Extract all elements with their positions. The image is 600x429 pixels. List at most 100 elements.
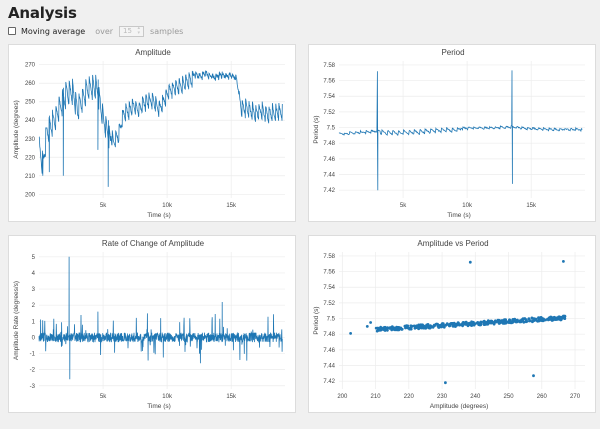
- samples-input[interactable]: 15 ▴ ▾: [119, 25, 145, 37]
- y-tick-label: 7.56: [323, 79, 335, 85]
- scatter-point: [554, 318, 558, 321]
- y-tick-label: 240: [25, 118, 36, 124]
- x-tick-label: 5k: [100, 394, 107, 400]
- x-tick-label: 220: [404, 394, 415, 400]
- scatter-point: [365, 325, 369, 328]
- moving-average-checkbox[interactable]: [8, 27, 16, 35]
- scatter-point: [552, 316, 556, 320]
- scatter-point: [482, 323, 486, 326]
- y-tick-label: 250: [25, 100, 36, 106]
- scatter-point: [466, 322, 470, 326]
- scatter-point: [542, 319, 546, 322]
- samples-value: 15: [123, 27, 132, 35]
- scatter-point: [539, 316, 543, 320]
- y-tick-label: 7.52: [323, 301, 335, 307]
- y-tick-label: 230: [25, 137, 36, 143]
- scatter-point: [417, 327, 420, 331]
- amplitude-vs-period-chart-panel: Amplitude vs Period 200 210 220 230 240 250 260…: [308, 235, 596, 413]
- series-line: [38, 256, 283, 380]
- scatter-point: [476, 321, 480, 325]
- y-tick-label: 7.52: [323, 110, 335, 116]
- y-tick-label: 7.42: [323, 379, 335, 385]
- scatter-point: [487, 320, 490, 324]
- y-tick-label: 7.46: [323, 157, 335, 163]
- scatter-point: [380, 328, 384, 331]
- scatter-point: [444, 381, 447, 385]
- y-tick-label: 7.42: [323, 188, 335, 194]
- chart-title: Amplitude: [135, 48, 171, 57]
- x-tick-label: 5k: [400, 203, 407, 209]
- series-line: [38, 70, 283, 187]
- scatter-point: [472, 323, 476, 327]
- y-tick-label: 7.5: [327, 126, 336, 132]
- scatter-point: [470, 320, 473, 324]
- scatter-point: [375, 329, 379, 333]
- scatter-point: [464, 320, 468, 324]
- over-label: over: [95, 26, 114, 36]
- scatter-point: [432, 324, 436, 328]
- scatter-point: [479, 323, 483, 327]
- y-axis-label: Amplitude Rate (degrees/s): [13, 281, 20, 360]
- x-tick-label: 270: [570, 394, 581, 400]
- scatter-point: [497, 322, 501, 325]
- y-axis-label: Amplitude (degrees): [13, 100, 20, 159]
- scatter-point: [390, 325, 394, 328]
- x-axis-label: Amplitude (degrees): [430, 403, 489, 410]
- scatter-point: [563, 317, 567, 320]
- x-tick-label: 5k: [100, 203, 107, 209]
- scatter-point: [349, 332, 352, 335]
- scatter-point: [451, 322, 454, 325]
- y-axis-label: Period (s): [313, 306, 320, 334]
- scatter-point: [429, 326, 432, 330]
- y-tick-label: 4: [32, 271, 36, 277]
- x-tick-label: 10k: [162, 394, 173, 400]
- y-tick-label: 5: [32, 255, 36, 261]
- period-chart-panel: Period 5k 10k 15k 7.42 7.44 7.46 7.48 7.5 7.52 7.5…: [308, 44, 596, 222]
- stepper-icon[interactable]: ▴ ▾: [137, 25, 141, 36]
- x-tick-label: 260: [537, 394, 548, 400]
- x-tick-label: 200: [337, 394, 348, 400]
- scatter-point: [400, 327, 404, 331]
- scatter-point: [491, 321, 494, 324]
- scatter-point: [494, 320, 497, 324]
- y-tick-label: 7.44: [323, 173, 335, 179]
- y-tick-label: 7.58: [323, 254, 335, 260]
- scatter-point: [558, 317, 562, 321]
- y-tick-label: 2: [32, 303, 36, 309]
- y-tick-label: 0: [32, 335, 36, 341]
- chart-svg: Amplitude vs Period 200 210 220 230 240 250 260…: [313, 239, 585, 410]
- x-tick-label: 10k: [462, 203, 473, 209]
- scatter-point: [469, 322, 473, 326]
- chart-title: Amplitude vs Period: [417, 239, 488, 248]
- chart-title: Period: [441, 48, 464, 57]
- y-tick-label: 7.56: [323, 270, 335, 276]
- amplitude-rate-chart-panel: Rate of Change of Amplitude 5k 10k 15k -3 -2 -…: [8, 235, 296, 413]
- y-tick-label: 3: [32, 287, 36, 293]
- scatter-point: [445, 322, 449, 325]
- scatter-point: [509, 320, 513, 324]
- chart-title: Rate of Change of Amplitude: [102, 239, 205, 248]
- scatter-point: [409, 325, 413, 329]
- x-tick-label: 240: [470, 394, 481, 400]
- y-tick-label: 7.44: [323, 364, 335, 370]
- scatter-point: [532, 374, 535, 378]
- y-tick-label: 7.48: [323, 332, 335, 338]
- samples-label: samples: [150, 26, 184, 36]
- scatter-point: [527, 317, 531, 321]
- x-tick-label: 210: [371, 394, 382, 400]
- scatter-point: [412, 324, 416, 328]
- scatter-point: [562, 260, 565, 263]
- scatter-point: [458, 323, 461, 327]
- page-title: Analysis: [8, 4, 77, 22]
- y-tick-label: 7.54: [323, 94, 335, 100]
- y-tick-label: -2: [30, 368, 36, 374]
- y-tick-label: -3: [30, 384, 36, 390]
- scatter-point: [516, 318, 519, 322]
- y-tick-label: 7.46: [323, 348, 335, 354]
- scatter-point: [383, 326, 387, 329]
- scatter-point: [532, 317, 536, 320]
- scatter-point: [511, 319, 515, 323]
- x-axis-label: Time (s): [447, 212, 471, 219]
- scatter-point: [464, 323, 467, 326]
- x-axis-label: Time (s): [147, 403, 171, 410]
